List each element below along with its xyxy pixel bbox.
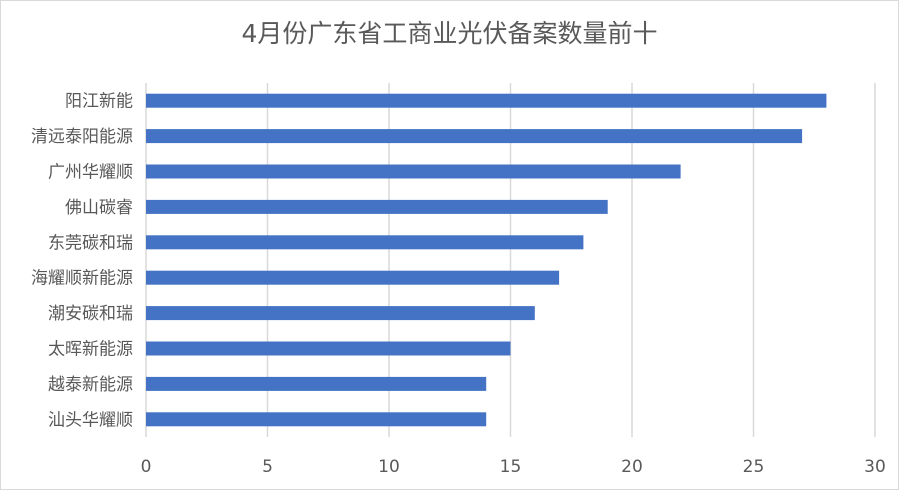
category-label: 东莞碳和瑞 (48, 233, 133, 253)
category-label: 阳江新能 (65, 92, 133, 112)
category-label: 广州华耀顺 (48, 163, 133, 183)
bar (146, 129, 803, 144)
bar (146, 164, 681, 179)
x-tick-label: 10 (378, 457, 400, 477)
x-tick-label: 30 (864, 457, 886, 477)
category-label: 佛山碳睿 (65, 198, 133, 218)
x-tick-label: 5 (262, 457, 273, 477)
category-label: 太晖新能源 (48, 340, 133, 360)
x-tick-label: 0 (141, 457, 152, 477)
category-label: 越泰新能源 (48, 375, 133, 395)
bar (146, 199, 608, 214)
category-label: 潮安碳和瑞 (48, 304, 133, 324)
bar (146, 235, 584, 250)
category-label: 汕头华耀顺 (48, 410, 133, 430)
category-labels: 阳江新能清远泰阳能源广州华耀顺佛山碳睿东莞碳和瑞海耀顺新能源潮安碳和瑞太晖新能源… (31, 92, 133, 431)
x-tick-label: 20 (621, 457, 643, 477)
chart-title: 4月份广东省工商业光伏备案数量前十 (241, 19, 658, 48)
category-label: 海耀顺新能源 (31, 269, 133, 289)
bar (146, 376, 487, 391)
bar (146, 412, 487, 427)
bars (146, 93, 827, 427)
category-label: 清远泰阳能源 (31, 127, 133, 147)
bar (146, 270, 560, 285)
x-tick-label: 15 (500, 457, 522, 477)
bar (146, 306, 535, 321)
bar (146, 93, 827, 108)
bar (146, 341, 511, 356)
x-tick-label: 25 (743, 457, 765, 477)
x-tick-labels: 0 5 10 15 20 25 30 (141, 457, 886, 477)
